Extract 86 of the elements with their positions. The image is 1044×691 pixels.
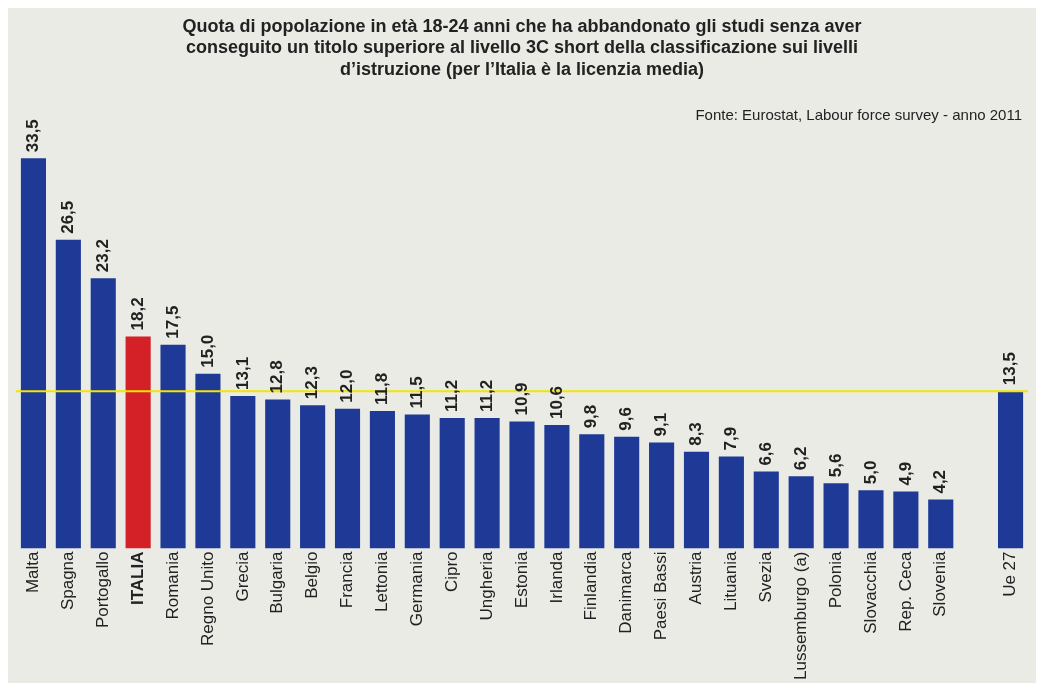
bar <box>579 434 605 549</box>
data-label: 8,3 <box>686 422 706 446</box>
data-label: 6,2 <box>790 446 810 471</box>
bar <box>788 476 814 549</box>
bar <box>718 456 744 549</box>
bar <box>125 336 151 549</box>
x-tick-label: Lituania <box>721 550 741 612</box>
bar <box>334 408 361 549</box>
bar <box>928 499 954 549</box>
bar <box>265 399 291 549</box>
bar <box>858 490 884 549</box>
x-tick-label: Lettonia <box>372 550 392 612</box>
data-label: 11,5 <box>407 376 426 409</box>
bar <box>439 418 465 549</box>
data-label: 11,2 <box>476 379 496 413</box>
data-label: 23,2 <box>92 239 112 273</box>
bar <box>369 411 395 549</box>
bar <box>509 421 535 549</box>
bar <box>55 239 81 549</box>
data-label: 9,6 <box>616 407 636 431</box>
x-tick-label: Lussemburgo (a) <box>790 551 810 681</box>
bar <box>474 418 500 549</box>
bar <box>649 442 675 549</box>
bar <box>90 278 116 549</box>
x-tick-label: Svezia <box>755 550 775 603</box>
data-label: 6,6 <box>755 441 775 466</box>
data-label: 15,0 <box>197 334 217 368</box>
x-tick-label: Bulgaria <box>267 550 287 614</box>
data-label: 4,2 <box>930 469 950 494</box>
bar <box>683 451 710 549</box>
source-note: Fonte: Eurostat, Labour force survey - anno 2011 <box>695 106 1022 123</box>
data-label: 10,6 <box>546 385 566 420</box>
x-tick-label: Finlandia <box>581 550 601 621</box>
data-label: 11,8 <box>372 372 392 406</box>
bar <box>20 158 47 549</box>
x-tick-label: Slovacchia <box>860 550 880 634</box>
bar <box>544 425 570 549</box>
bar <box>230 395 256 549</box>
chart-title: Quota di popolazione in età 18-24 anni che ha abbandonato gli studi senza aver conseguito un titolo superiore al livello 3C short della classificazione sui livelli d’istruzione (per l’Italia è la licenzia media) <box>182 15 862 79</box>
data-label: 12,8 <box>267 360 287 394</box>
data-label: 4,9 <box>895 461 915 486</box>
x-tick-label: Danimarca <box>616 550 636 634</box>
x-tick-label: ITALIA <box>127 551 147 606</box>
x-tick-label: Romania <box>162 550 182 620</box>
bar <box>160 344 186 549</box>
data-label: 5,0 <box>860 460 880 485</box>
data-label: 11,2 <box>441 379 461 413</box>
bar <box>893 491 919 549</box>
x-tick-label: Francia <box>337 550 357 609</box>
x-tick-label: Slovenia <box>930 550 950 617</box>
data-label: 12,0 <box>337 369 357 403</box>
x-tick-label: Cipro <box>441 551 461 593</box>
x-tick-label: Estonia <box>511 550 531 609</box>
x-tick-label: Austria <box>686 550 706 605</box>
data-label: 13,1 <box>232 356 252 390</box>
x-tick-label: Ue 27 <box>1000 551 1020 597</box>
bar <box>753 471 779 549</box>
bar <box>195 373 221 549</box>
data-label: 9,1 <box>651 412 671 437</box>
x-tick-label: Spagna <box>58 550 78 611</box>
x-tick-label: Portogallo <box>92 551 112 629</box>
x-tick-label: Regno Unito <box>197 551 217 647</box>
x-tick-label: Paesi Bassi <box>651 551 671 641</box>
bar <box>614 436 640 549</box>
bar <box>823 483 849 549</box>
x-tick-label: Polonia <box>825 550 845 609</box>
bar <box>997 391 1024 549</box>
x-tick-label: Belgio <box>302 551 322 599</box>
x-tick-label: Grecia <box>232 550 252 602</box>
data-label: 10,9 <box>511 382 531 416</box>
x-tick-label: Germania <box>407 550 426 627</box>
bar <box>404 414 430 549</box>
data-label: 18,2 <box>127 297 147 331</box>
data-label: 33,5 <box>23 119 43 153</box>
data-label: 17,5 <box>162 305 182 339</box>
data-label: 13,5 <box>1000 352 1020 386</box>
x-tick-label: Rep. Ceca <box>895 550 915 632</box>
data-label: 5,6 <box>825 453 845 478</box>
data-label: 12,3 <box>302 366 322 400</box>
data-label: 7,9 <box>721 426 741 451</box>
x-tick-label: Ungheria <box>476 550 496 621</box>
data-label: 26,5 <box>58 200 78 234</box>
data-label: 9,8 <box>581 404 601 429</box>
bar <box>300 405 326 549</box>
x-tick-label: Irlanda <box>546 550 566 604</box>
x-tick-label: Malta <box>23 550 43 594</box>
